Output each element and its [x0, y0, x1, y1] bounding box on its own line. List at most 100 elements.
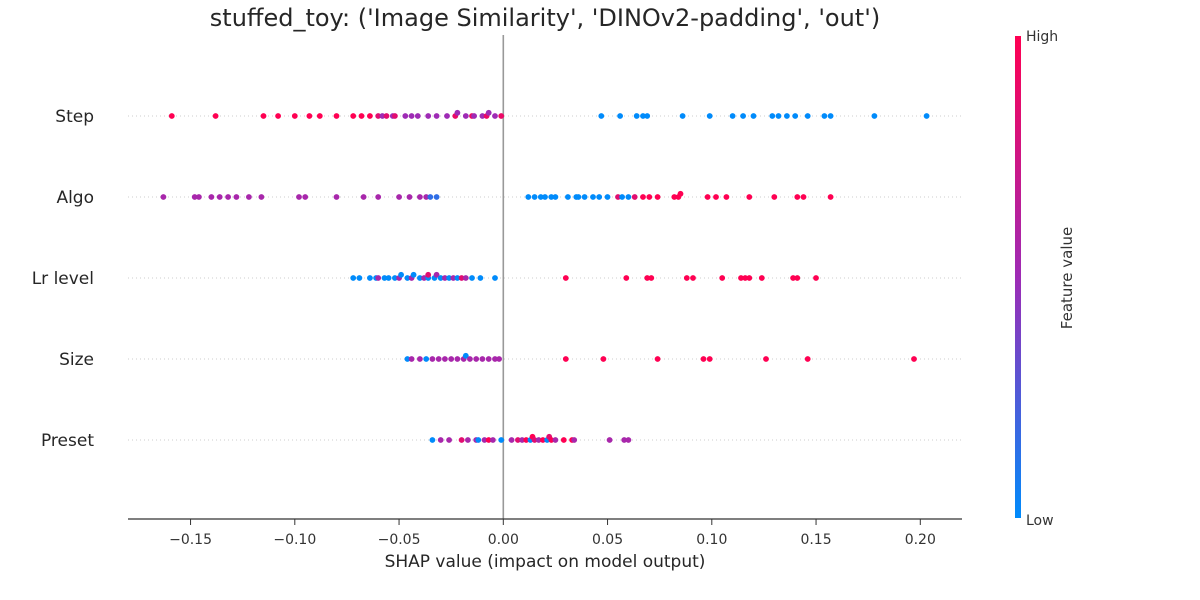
shap-point [437, 437, 444, 443]
shap-point [746, 275, 753, 281]
shap-point [479, 113, 486, 119]
shap-point [800, 194, 807, 200]
shap-point [212, 113, 219, 119]
shap-point [302, 194, 309, 200]
shap-point [562, 275, 569, 281]
shap-point [571, 437, 578, 443]
shap-point [448, 356, 455, 362]
shap-point [475, 437, 482, 443]
shap-point [775, 113, 782, 119]
shap-point [296, 194, 302, 200]
shap-point [360, 194, 367, 200]
shap-point [404, 356, 411, 362]
shap-point [435, 356, 442, 362]
shap-point [771, 194, 778, 200]
shap-point [548, 194, 555, 200]
shap-point [398, 271, 404, 278]
shap-point [446, 437, 452, 443]
shap-point [168, 113, 175, 119]
shap-point [467, 356, 473, 362]
shap-point [473, 356, 480, 362]
shap-point [417, 356, 423, 362]
shap-point [644, 113, 651, 119]
shap-point [385, 275, 392, 281]
feature-label: Algo [56, 188, 94, 208]
shap-point [654, 356, 661, 362]
shap-point [792, 113, 799, 119]
shap-point [392, 275, 398, 281]
shap-point [619, 194, 625, 200]
shap-point [581, 194, 588, 200]
shap-point [246, 194, 252, 200]
feature-label: Size [59, 350, 94, 370]
shap-point [367, 275, 373, 281]
shap-point [225, 194, 232, 200]
shap-point [260, 113, 267, 119]
shap-point [677, 190, 684, 197]
shap-point [333, 113, 340, 119]
shap-point [821, 113, 828, 119]
shap-point [640, 113, 646, 119]
shap-point [723, 194, 730, 200]
shap-point [408, 356, 415, 362]
shap-point [492, 113, 498, 119]
shap-point [496, 356, 502, 362]
shap-point [790, 275, 796, 281]
shap-point [408, 113, 415, 119]
shap-point [462, 275, 469, 281]
shap-point [519, 437, 525, 443]
shap-point [316, 113, 323, 119]
shap-point [479, 356, 486, 362]
shap-point [414, 113, 421, 119]
shap-point [492, 356, 498, 362]
shap-point [679, 113, 686, 119]
shap-point [515, 437, 521, 443]
shap-point [379, 113, 386, 119]
shap-point [621, 437, 628, 443]
shap-point [462, 113, 469, 119]
colorbar-low-label: Low [1026, 513, 1054, 529]
x-tick-label: 0.00 [488, 532, 519, 548]
shap-point [713, 194, 719, 200]
shap-point [258, 194, 265, 200]
shap-point [375, 194, 382, 200]
shap-point [404, 275, 411, 281]
shap-point [454, 356, 461, 362]
shap-point [706, 113, 713, 119]
x-tick-label: −0.05 [378, 532, 421, 548]
shap-point [485, 109, 492, 116]
shap-point [575, 194, 582, 200]
shap-point [729, 113, 736, 119]
shap-point [492, 275, 498, 281]
shap-point [742, 275, 749, 281]
shap-point [429, 437, 436, 443]
shap-point [196, 194, 202, 200]
colorbar-title: Feature value [1058, 227, 1076, 329]
shap-point [383, 113, 390, 119]
x-tick-label: −0.10 [273, 532, 316, 548]
shap-point [437, 275, 444, 281]
shap-point [552, 437, 559, 443]
shap-point [911, 356, 917, 362]
shap-point [433, 113, 440, 119]
shap-point [454, 109, 461, 116]
shap-point [216, 194, 223, 200]
shap-point [375, 113, 382, 119]
shap-point [548, 437, 555, 443]
shap-point [560, 437, 567, 443]
shap-point [746, 194, 753, 200]
shap-point [719, 275, 726, 281]
shap-point [646, 194, 653, 200]
shap-point [540, 437, 546, 443]
shap-point [417, 194, 423, 200]
shap-point [498, 437, 505, 443]
shap-point [542, 194, 548, 200]
shap-point [617, 113, 623, 119]
shap-point [429, 356, 436, 362]
shap-point [923, 113, 930, 119]
shap-point [813, 275, 819, 281]
shap-point [700, 356, 707, 362]
shap-point [763, 356, 769, 362]
x-tick-label: 0.10 [696, 532, 727, 548]
